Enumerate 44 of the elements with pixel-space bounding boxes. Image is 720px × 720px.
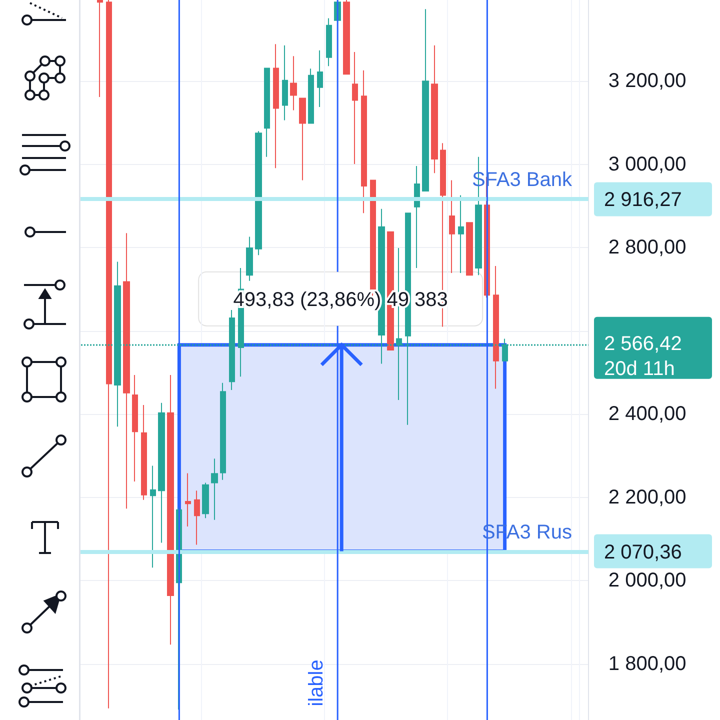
y-tick-label: 2 400,00 bbox=[608, 403, 686, 426]
y-tick-label: 2 800,00 bbox=[608, 236, 686, 259]
text: 2 566,42 bbox=[604, 332, 682, 355]
candlestick bbox=[290, 56, 297, 111]
candlestick bbox=[264, 68, 270, 158]
candlestick bbox=[449, 180, 455, 274]
candlestick bbox=[158, 402, 165, 544]
candlestick bbox=[458, 194, 464, 274]
y-tick-label: 3 000,00 bbox=[608, 153, 686, 176]
candlestick bbox=[211, 458, 218, 520]
candlestick bbox=[422, 8, 429, 192]
candlestick bbox=[317, 50, 323, 108]
candlestick bbox=[255, 130, 262, 256]
candlestick bbox=[326, 18, 332, 67]
y-tick-label: 2 000,00 bbox=[608, 570, 686, 592]
text: 2 916,27 bbox=[604, 189, 682, 212]
candlestick bbox=[282, 44, 288, 121]
y-tick-label: 2 200,00 bbox=[608, 486, 686, 508]
candlestick bbox=[132, 374, 138, 482]
y-tick-label: 1 800,00 bbox=[608, 652, 686, 675]
candlestick bbox=[123, 232, 130, 510]
candlestick bbox=[352, 52, 358, 164]
candlestick bbox=[97, 0, 103, 98]
y-tick-label: 3 200,00 bbox=[608, 70, 686, 92]
text: 2 070,36 bbox=[604, 541, 682, 564]
candlestick bbox=[299, 98, 306, 181]
candlestick bbox=[308, 68, 314, 124]
candlestick bbox=[150, 465, 156, 568]
candlestick bbox=[493, 265, 499, 390]
candlestick bbox=[246, 236, 253, 282]
candlestick bbox=[466, 222, 473, 276]
candlestick bbox=[220, 382, 226, 480]
candlestick bbox=[106, 0, 112, 709]
candlestick bbox=[185, 472, 191, 527]
candlestick bbox=[202, 482, 209, 519]
candlestick bbox=[167, 374, 174, 646]
candlestick bbox=[343, 0, 350, 75]
candlestick bbox=[273, 44, 279, 169]
candlestick bbox=[431, 44, 438, 174]
candlestick bbox=[194, 490, 200, 546]
candlestick bbox=[361, 70, 367, 214]
ref-line-label: 20d 11h bbox=[604, 358, 675, 380]
candlestick bbox=[141, 404, 147, 500]
annotation: ilable bbox=[306, 660, 328, 706]
